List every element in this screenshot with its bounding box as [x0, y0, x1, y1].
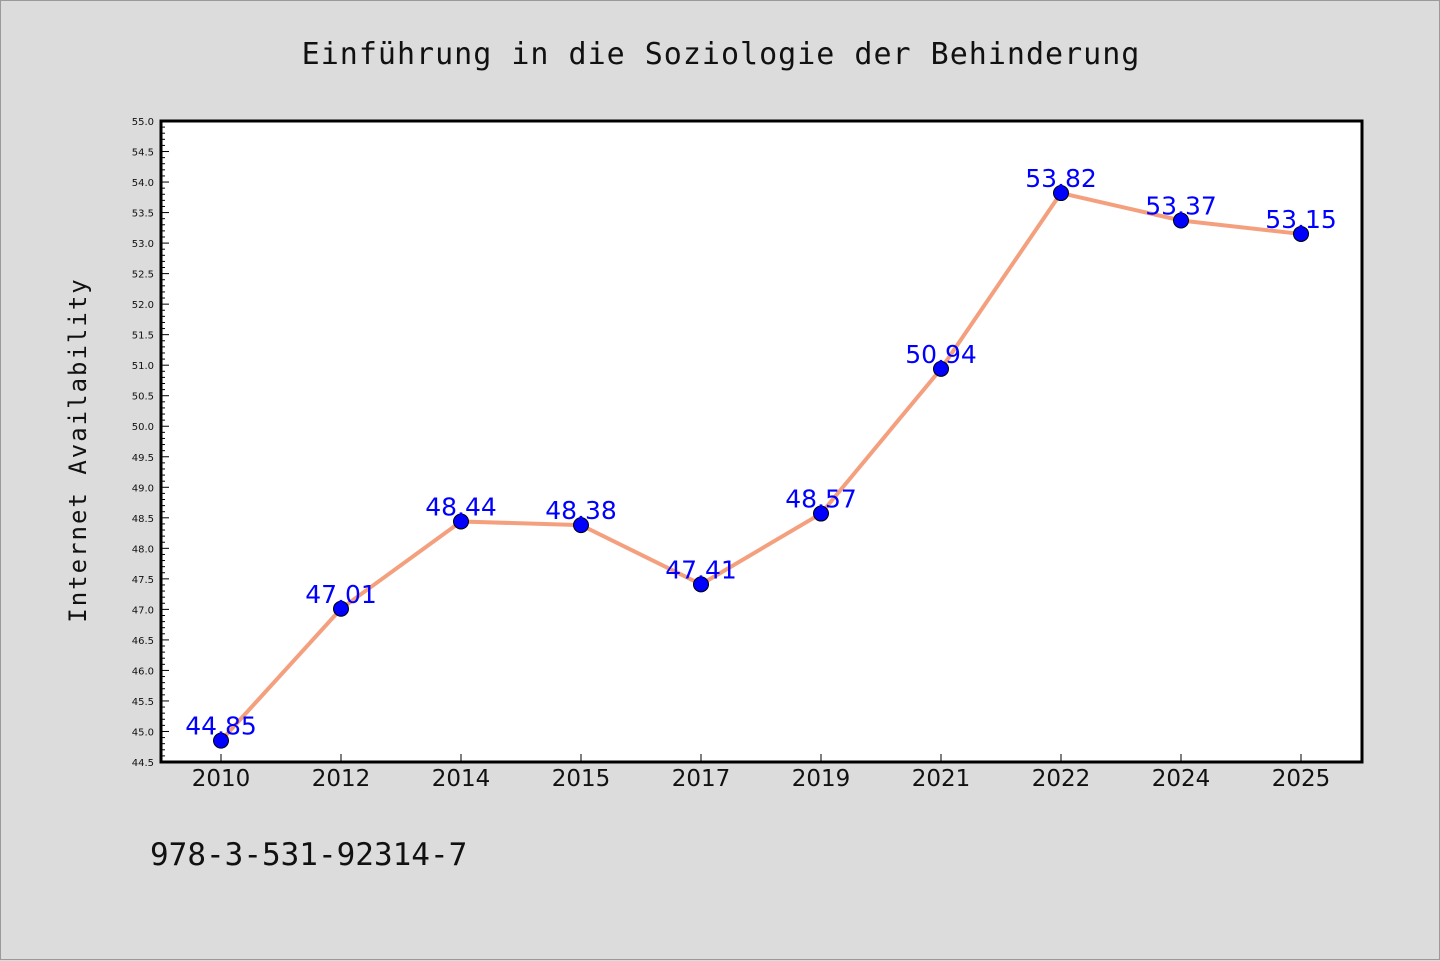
data-point — [1173, 212, 1189, 229]
data-label: 53.37 — [1145, 192, 1217, 221]
data-markers — [213, 185, 1309, 749]
x-tick-label: 2024 — [1152, 766, 1211, 792]
x-tick-label: 2014 — [432, 766, 491, 792]
x-tick-label: 2019 — [792, 766, 851, 792]
data-point — [453, 513, 469, 530]
y-tick-label: 54.5 — [132, 148, 154, 159]
plot-area — [161, 121, 1362, 762]
x-tick-label: 2015 — [552, 766, 611, 792]
plot-frame — [159, 119, 1364, 764]
y-tick-label: 53.0 — [132, 239, 154, 250]
data-point — [1293, 225, 1309, 242]
data-label: 48.57 — [785, 485, 857, 514]
data-label: 53.82 — [1025, 164, 1097, 193]
data-point — [573, 517, 589, 534]
y-tick-label: 46.0 — [132, 666, 154, 677]
y-tick-label: 48.5 — [132, 514, 154, 525]
data-label: 47.41 — [665, 555, 737, 584]
data-label: 50.94 — [905, 340, 977, 369]
x-tick-label: 2021 — [912, 766, 971, 792]
data-label: 47.01 — [305, 580, 377, 609]
series-line-group — [219, 191, 1303, 743]
y-tick-label: 50.5 — [132, 392, 154, 403]
y-tick-label: 55.0 — [132, 117, 154, 128]
y-tick-label: 47.5 — [132, 575, 154, 586]
y-tick-label: 52.5 — [132, 270, 154, 281]
y-tick-label: 49.5 — [132, 453, 154, 464]
x-tick-label: 2022 — [1032, 766, 1091, 792]
data-point — [1053, 185, 1069, 202]
data-label: 53.15 — [1265, 205, 1337, 234]
data-point — [213, 732, 229, 749]
y-tick-label: 45.0 — [132, 727, 154, 738]
x-tick-label: 2017 — [672, 766, 731, 792]
x-tick-label: 2010 — [192, 766, 251, 792]
y-tick-label: 52.0 — [132, 300, 154, 311]
y-tick-label: 49.0 — [132, 483, 154, 494]
y-tick-label: 45.5 — [132, 697, 154, 708]
y-tick-label: 51.0 — [132, 361, 154, 372]
y-tick-label: 50.0 — [132, 422, 154, 433]
series-line — [219, 191, 1303, 743]
y-tick-label: 51.5 — [132, 331, 154, 342]
y-tick-label: 44.5 — [132, 758, 154, 769]
y-tick-label: 47.0 — [132, 605, 154, 616]
data-labels: 44.85 47.01 48.44 48.38 47.41 48.57 50.94 53.82… — [185, 164, 1337, 741]
y-axis: 44.5 45.0 45.5 46.0 46.5 47.0 47.5 48.0 48.5 49.0… — [132, 117, 169, 769]
chart-title: Einführung in die Soziologie der Behinde… — [302, 37, 1141, 72]
data-label: 48.44 — [425, 492, 497, 521]
data-point — [813, 505, 829, 522]
data-label: 48.38 — [545, 496, 617, 525]
x-axis: 2010 2012 2014 2015 2017 2019 2021 2022 2024 2025 — [192, 754, 1331, 792]
data-point — [333, 600, 349, 617]
y-tick-label: 48.0 — [132, 544, 154, 555]
x-tick-label: 2012 — [312, 766, 371, 792]
y-tick-label: 46.5 — [132, 636, 154, 647]
x-tick-label: 2025 — [1272, 766, 1331, 792]
y-tick-label: 53.5 — [132, 209, 154, 220]
data-label: 44.85 — [185, 712, 257, 741]
y-axis-label: Internet Availability — [64, 277, 92, 622]
data-point — [933, 360, 949, 377]
data-point — [693, 576, 709, 593]
footnote-isbn: 978-3-531-92314-7 — [150, 837, 467, 873]
y-tick-label: 54.0 — [132, 178, 154, 189]
